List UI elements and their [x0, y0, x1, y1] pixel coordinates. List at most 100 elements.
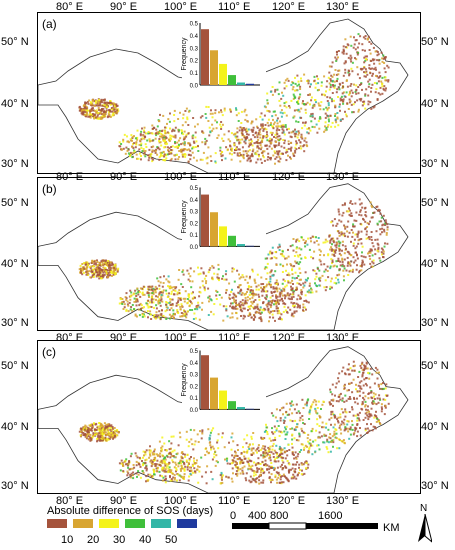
sos-pixel: [225, 291, 227, 294]
sos-pixel: [137, 157, 140, 160]
sos-pixel: [89, 439, 92, 442]
sos-pixel: [281, 254, 284, 257]
sos-pixel: [294, 132, 297, 135]
sos-pixel: [271, 448, 274, 451]
sos-pixel: [387, 80, 390, 83]
sos-pixel: [171, 298, 174, 301]
sos-pixel: [296, 238, 299, 241]
sos-pixel: [189, 469, 192, 472]
sos-pixel: [153, 473, 156, 476]
sos-pixel: [338, 372, 341, 375]
sos-pixel: [245, 472, 248, 475]
sos-pixel: [154, 137, 157, 140]
sos-pixel: [259, 136, 262, 139]
sos-pixel: [99, 102, 102, 105]
inset-ytick-label: 0.0: [190, 84, 199, 90]
sos-pixel: [170, 138, 172, 141]
sos-pixel: [180, 312, 183, 314]
sos-pixel: [305, 467, 308, 470]
sos-pixel: [242, 155, 245, 158]
sos-pixel: [298, 451, 301, 453]
sos-pixel: [340, 408, 343, 411]
sos-pixel: [307, 80, 310, 83]
inset-bar: [237, 407, 245, 410]
sos-pixel: [387, 79, 390, 82]
sos-pixel: [375, 403, 378, 406]
sos-pixel: [332, 237, 335, 240]
inset-ytick-label: 0.0: [190, 408, 199, 414]
legend-value: 50: [165, 534, 178, 546]
longitude-label: 90° E: [110, 332, 138, 344]
sos-pixel: [97, 101, 100, 104]
sos-pixel: [258, 147, 260, 150]
sos-pixel: [171, 315, 174, 317]
sos-pixel: [244, 137, 247, 140]
sos-pixel: [291, 265, 294, 268]
sos-pixel: [331, 435, 334, 438]
sos-pixel: [132, 151, 135, 154]
sos-pixel: [206, 465, 209, 468]
sos-pixel: [348, 207, 350, 210]
sos-pixel: [371, 216, 374, 219]
latitude-label: 50° N: [1, 360, 29, 372]
sos-pixel: [84, 435, 87, 438]
sos-pixel: [328, 401, 331, 404]
sos-pixel: [196, 123, 199, 126]
sos-pixel: [207, 120, 210, 122]
sos-pixel: [90, 113, 92, 116]
sos-pixel: [148, 451, 151, 454]
sos-pixel: [122, 140, 125, 143]
sos-pixel: [96, 116, 99, 119]
sos-pixel: [92, 113, 95, 115]
sos-pixel: [381, 227, 384, 230]
sos-pixel: [254, 299, 257, 301]
sos-pixel: [157, 314, 160, 317]
longitude-label: 130° E: [326, 1, 360, 13]
sos-pixel: [301, 127, 304, 130]
sos-pixel: [225, 305, 228, 308]
sos-pixel: [295, 457, 298, 460]
sos-pixel: [295, 109, 298, 112]
sos-pixel: [185, 107, 188, 110]
sos-pixel: [286, 431, 289, 434]
sos-pixel: [98, 104, 101, 107]
sos-pixel: [154, 291, 157, 294]
sos-pixel: [245, 114, 248, 117]
sos-pixel: [315, 123, 318, 126]
sos-pixel: [121, 303, 124, 305]
sos-pixel: [259, 148, 262, 151]
sos-pixel: [159, 318, 162, 321]
sos-pixel: [318, 436, 321, 439]
sos-pixel: [376, 377, 379, 380]
sos-pixel: [131, 145, 133, 148]
sos-pixel: [251, 120, 253, 123]
sos-pixel: [197, 304, 200, 307]
sos-pixel: [256, 303, 259, 306]
sos-pixel: [170, 303, 173, 306]
sos-pixel: [305, 300, 308, 303]
sos-pixel: [344, 415, 347, 418]
sos-pixel: [132, 477, 135, 480]
sos-pixel: [271, 479, 274, 481]
sos-pixel: [283, 133, 286, 136]
sos-pixel: [220, 477, 223, 480]
sos-pixel: [164, 316, 167, 319]
sos-pixel: [244, 292, 247, 295]
sos-pixel: [366, 409, 369, 412]
sos-pixel: [381, 83, 384, 85]
sos-pixel: [276, 122, 279, 125]
sos-pixel: [100, 275, 102, 278]
sos-pixel: [252, 451, 255, 454]
sos-pixel: [251, 292, 254, 295]
sos-pixel: [129, 476, 132, 479]
sos-pixel: [313, 241, 316, 244]
sos-pixel: [285, 410, 288, 413]
sos-pixel: [283, 422, 286, 424]
sos-pixel: [364, 107, 367, 110]
sos-pixel: [307, 440, 310, 443]
sos-pixel: [152, 145, 155, 148]
sos-pixel: [199, 291, 202, 294]
sos-pixel: [368, 251, 371, 254]
sos-pixel: [114, 268, 117, 271]
sos-pixel: [359, 67, 362, 70]
